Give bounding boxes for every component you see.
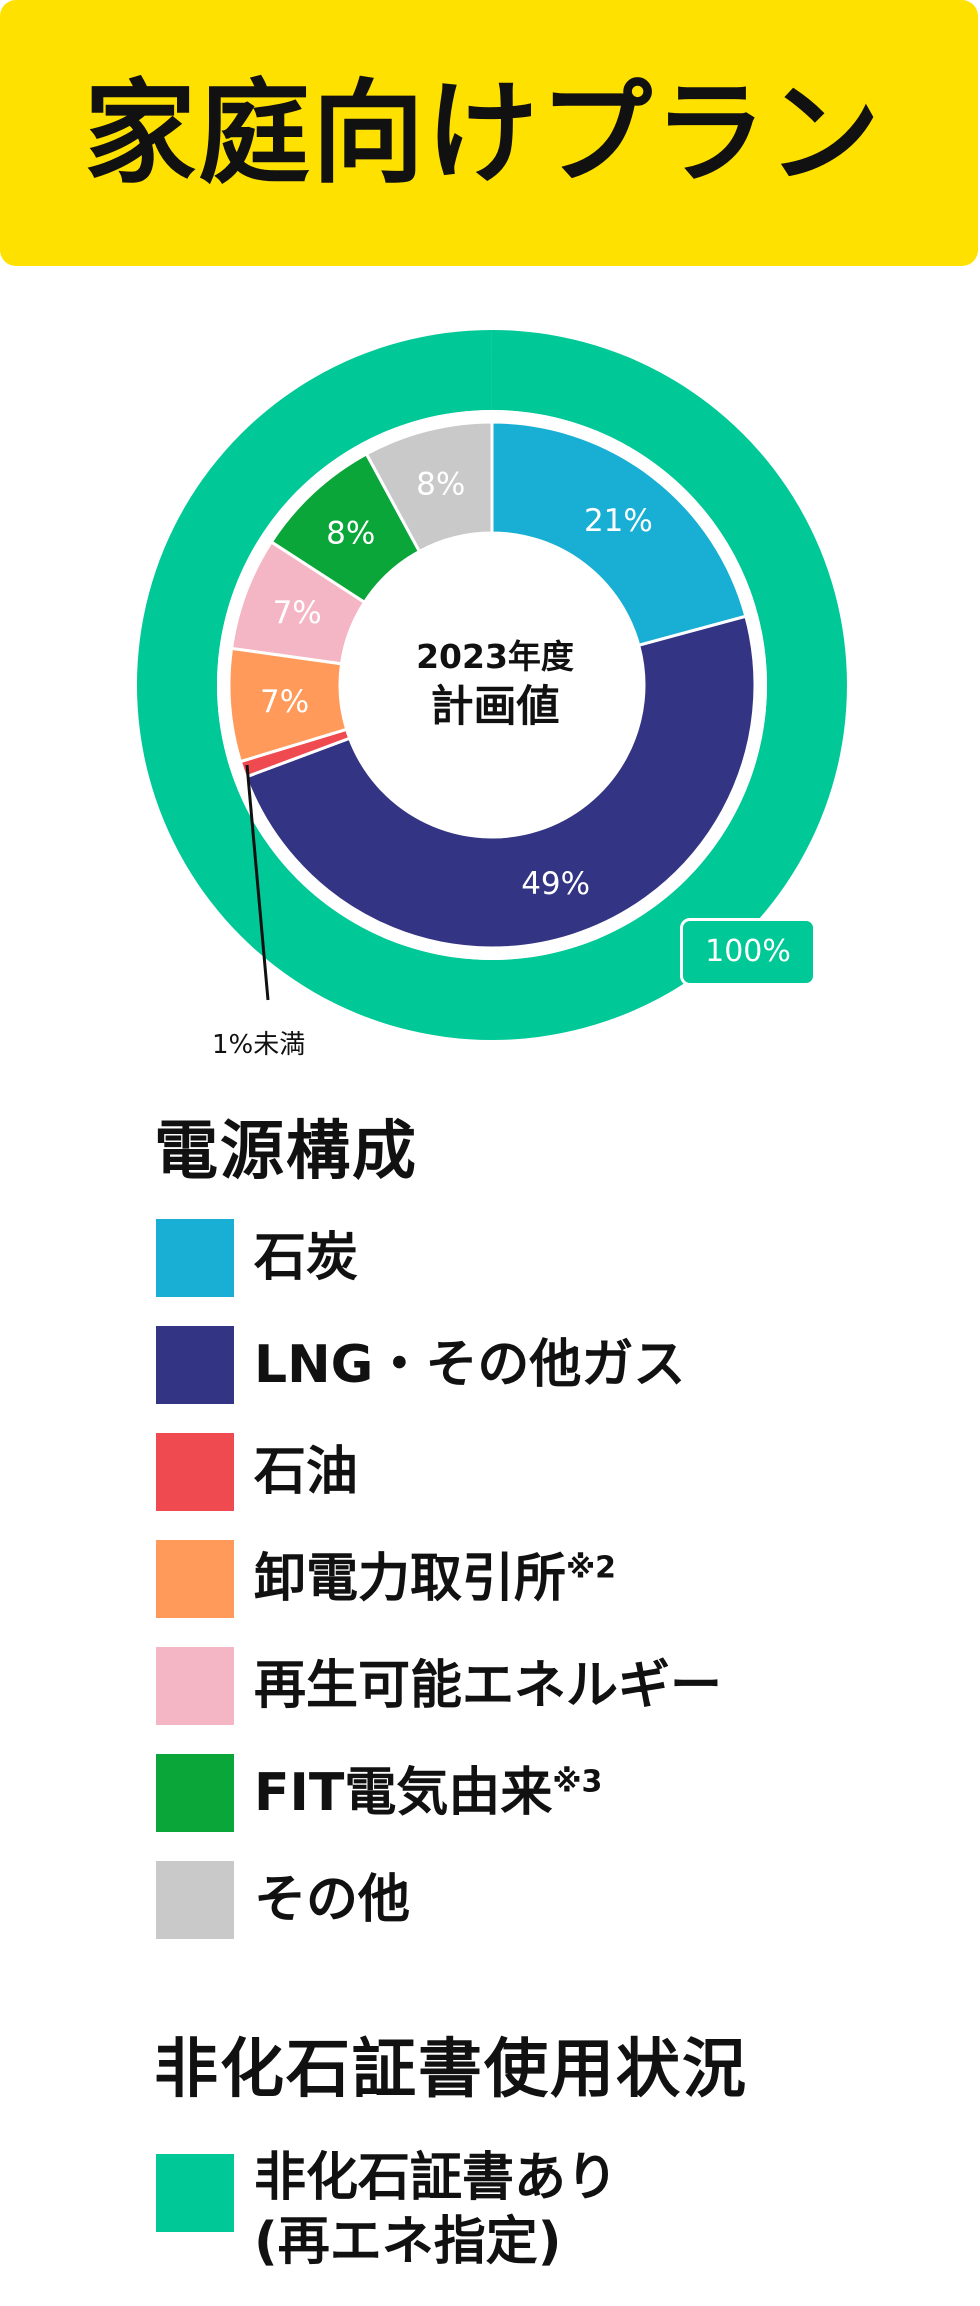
legend-label: FIT電気由来※3 [254,1763,603,1823]
legend-item-coal: 石炭 [156,1215,956,1322]
center-label: 計画値 [430,682,560,732]
donut-chart: 21% 49% 7% 7% 8% 8% [136,330,847,1040]
center-year: 2023年度 [416,637,574,676]
legend-label: LNG・その他ガス [254,1335,686,1395]
slice-label-3: 7% [260,684,309,720]
legend-label: 再生可能エネルギー [254,1656,723,1716]
legend: 石炭 LNG・その他ガス 石油 卸電力取引所※2 再生可能エネルギー FIT電気… [156,1215,956,1964]
outer-ring-label: 100% [680,918,816,986]
legend-swatch [156,1433,234,1511]
slice-label-6: 8% [416,466,465,502]
page-title: 家庭向けプラン [84,69,882,199]
legend-heading: 電源構成 [154,1115,418,1189]
legend-item-renewable: 再生可能エネルギー [156,1643,956,1750]
footnote-mark: ※3 [552,1764,603,1800]
oil-annotation: 1%未満 [212,1030,306,1060]
legend-item-oil: 石油 [156,1429,956,1536]
slice-1 [243,614,757,950]
legend-swatch [156,1647,234,1725]
callout-line [245,764,270,1001]
legend-swatch [156,1326,234,1404]
slice-6 [364,420,494,554]
title-banner: 家庭向けプラン [0,0,978,266]
slice-label-5: 8% [326,515,375,551]
legend-swatch [156,2154,234,2232]
legend-swatch [156,1219,234,1297]
legend-swatch [156,1754,234,1832]
legend-label: その他 [254,1870,411,1930]
legend-swatch [156,1861,234,1939]
slice-label-0: 21% [584,503,653,539]
legend-item-exchange: 卸電力取引所※2 [156,1536,956,1643]
slice-0 [490,420,748,648]
certificate-label: 非化石証書あり (再エネ指定) [254,2148,619,2272]
legend-swatch [156,1540,234,1618]
legend-item-fit: FIT電気由来※3 [156,1750,956,1857]
legend-label: 石油 [254,1442,359,1502]
slice-label-4: 7% [273,595,322,631]
legend-item-other: その他 [156,1857,956,1964]
footnote-mark: ※2 [566,1550,617,1586]
legend-item-lng: LNG・その他ガス [156,1322,956,1429]
legend-label: 卸電力取引所※2 [254,1549,617,1609]
certificate-heading: 非化石証書使用状況 [154,2033,748,2107]
legend-label: 石炭 [254,1228,359,1288]
slice-label-1: 49% [521,866,590,902]
